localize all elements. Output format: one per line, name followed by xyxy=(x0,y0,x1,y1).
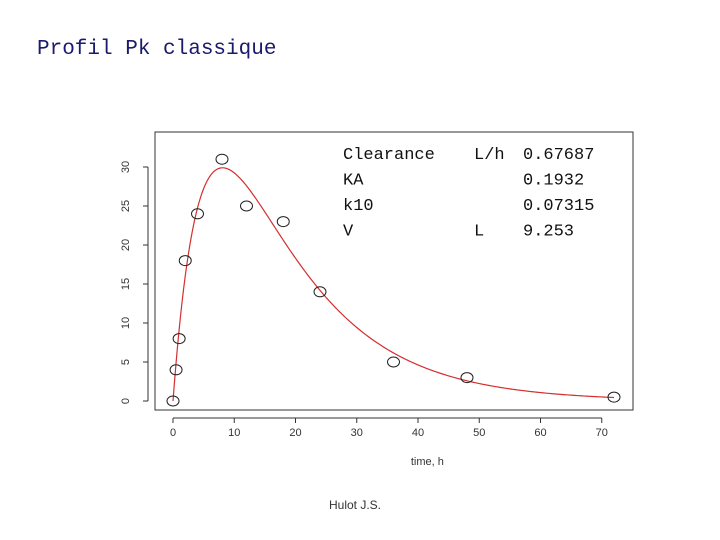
y-tick-label: 25 xyxy=(120,200,132,212)
data-point xyxy=(178,255,192,267)
data-point xyxy=(387,356,400,368)
param-name: V xyxy=(343,223,354,242)
param-row: KA 0.1932 xyxy=(343,172,584,191)
data-point xyxy=(215,153,229,165)
param-row: V L 9.253 xyxy=(343,223,574,242)
y-tick-label: 10 xyxy=(120,317,132,329)
param-unit: L xyxy=(474,223,484,242)
footer-author: Hulot J.S. xyxy=(329,498,382,512)
y-tick-label: 5 xyxy=(120,359,132,365)
x-axis: 0 10 20 30 40 50 60 70 xyxy=(170,417,608,439)
data-point xyxy=(191,208,204,220)
x-tick-label: 50 xyxy=(473,427,485,439)
data-point xyxy=(607,391,621,403)
slide-title: Profil Pk classique xyxy=(37,38,277,61)
fitted-curve xyxy=(172,167,615,402)
data-point xyxy=(166,395,180,407)
parameter-table: Clearance L/h 0.67687 KA 0.1932 k10 0.07315 V L 9… xyxy=(343,146,594,242)
plot-frame xyxy=(154,131,634,411)
data-point xyxy=(172,333,186,345)
data-point xyxy=(276,216,290,228)
param-value: 9.253 xyxy=(523,223,574,242)
y-axis: 0 5 10 15 20 25 30 xyxy=(120,161,149,404)
param-value: 0.67687 xyxy=(523,146,594,165)
x-tick-label: 40 xyxy=(412,427,424,439)
data-point xyxy=(313,286,327,298)
param-row: k10 0.07315 xyxy=(343,197,594,216)
param-value: 0.07315 xyxy=(523,197,594,216)
x-tick-label: 0 xyxy=(170,427,176,439)
observed-points xyxy=(166,153,621,407)
data-point xyxy=(240,200,253,212)
param-unit: L/h xyxy=(474,146,505,165)
x-tick-label: 20 xyxy=(289,427,301,439)
y-tick-label: 0 xyxy=(120,398,132,404)
data-point xyxy=(169,364,183,376)
param-name: Clearance xyxy=(343,146,435,165)
x-tick-label: 60 xyxy=(534,427,546,439)
param-value: 0.1932 xyxy=(523,172,584,191)
y-tick-label: 15 xyxy=(120,278,132,290)
x-tick-label: 30 xyxy=(351,427,363,439)
y-tick-label: 30 xyxy=(120,161,132,173)
data-point xyxy=(460,372,474,384)
param-name: KA xyxy=(343,172,364,191)
x-axis-title: time, h xyxy=(411,456,444,468)
param-row: Clearance L/h 0.67687 xyxy=(343,146,594,165)
x-tick-label: 10 xyxy=(228,427,240,439)
param-name: k10 xyxy=(343,197,374,216)
x-tick-label: 70 xyxy=(596,427,608,439)
y-tick-label: 20 xyxy=(120,239,132,251)
